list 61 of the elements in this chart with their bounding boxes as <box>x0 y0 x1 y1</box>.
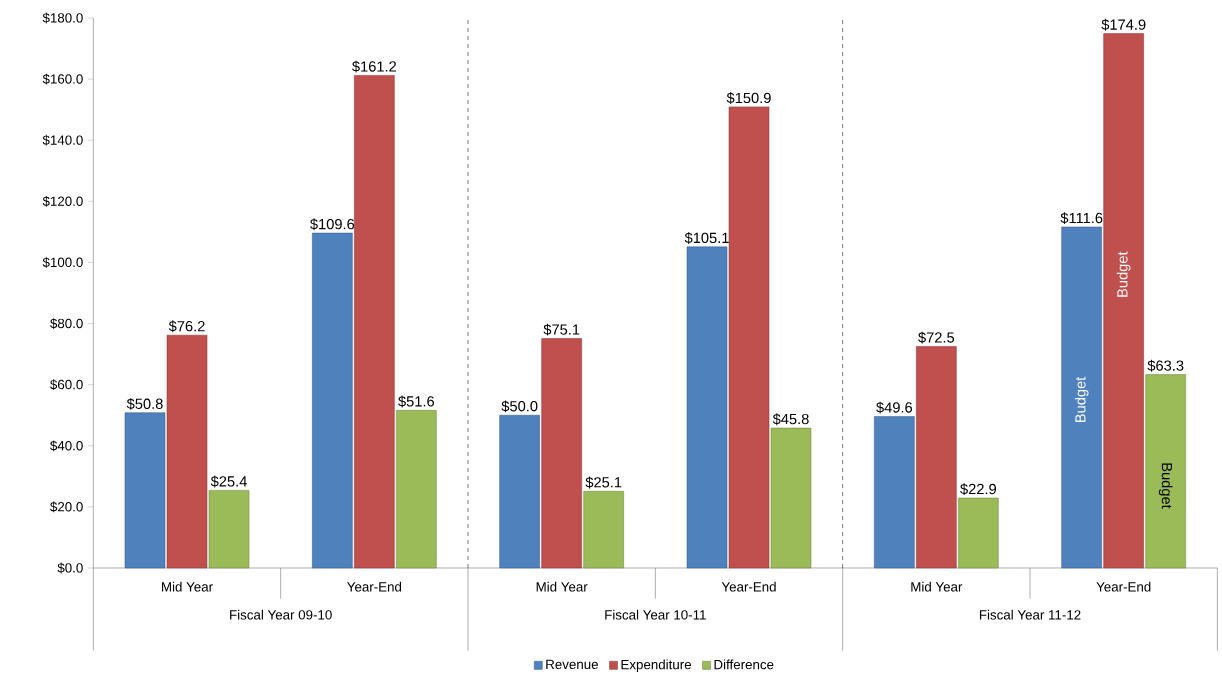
data-label: $111.6 <box>1060 212 1103 225</box>
annotation: Budget <box>1116 251 1131 297</box>
bar <box>1103 33 1144 569</box>
data-label: $63.3 <box>1147 359 1184 372</box>
y-tick-label: $100.0 <box>42 257 83 268</box>
text: Fiscal Year 09-10 <box>230 609 332 620</box>
data-label: $50.8 <box>126 397 163 410</box>
bar <box>1145 374 1186 569</box>
data-label: $109.6 <box>310 218 355 231</box>
bar <box>208 490 250 569</box>
y-tick-label: $80.0 <box>50 318 83 329</box>
bar <box>1061 226 1102 569</box>
x-tick-label: Mid Year <box>911 581 963 592</box>
bar <box>686 246 728 569</box>
text: Fiscal Year 11-12 <box>979 609 1081 620</box>
data-label: $50.0 <box>501 400 538 413</box>
data-label: $25.1 <box>585 476 622 489</box>
legend-label: Expenditure <box>621 659 691 672</box>
y-tick-label: $160.0 <box>42 73 83 85</box>
y-tick-label: $20.0 <box>50 501 83 513</box>
annotation: Budget <box>1074 376 1089 422</box>
data-label: $174.9 <box>1101 18 1146 31</box>
y-tick-label: $0.0 <box>57 562 83 574</box>
data-label: $76.2 <box>168 320 205 333</box>
bar <box>958 497 999 569</box>
x-tick-label: Mid Year <box>536 581 588 592</box>
data-label: $25.4 <box>210 475 247 488</box>
y-tick-label: $120.0 <box>42 195 83 207</box>
legend-label: Difference <box>714 659 774 670</box>
data-label: $75.1 <box>543 323 580 336</box>
annotation: Budget <box>1158 463 1173 509</box>
bar <box>770 427 812 569</box>
x-tick-label: Year-End <box>721 581 776 592</box>
bar <box>916 346 957 569</box>
y-tick-label: $60.0 <box>50 379 83 391</box>
bar <box>312 232 353 569</box>
data-label: $150.9 <box>726 92 771 104</box>
data-label: $51.6 <box>398 395 435 408</box>
data-label: $105.1 <box>684 232 729 244</box>
bar <box>583 491 624 569</box>
bar <box>166 334 208 569</box>
bar <box>541 338 582 569</box>
legend-label: Revenue <box>546 659 598 670</box>
x-tick-label: Year-End <box>347 581 402 592</box>
x-tick-label: Year-End <box>1096 581 1151 592</box>
data-label: $161.2 <box>352 60 397 73</box>
data-label: $22.9 <box>960 483 996 496</box>
y-tick-label: $180.0 <box>42 12 83 24</box>
y-tick-label: $140.0 <box>42 134 83 146</box>
data-label: $49.6 <box>876 401 913 414</box>
bar <box>728 106 770 569</box>
data-label: $72.5 <box>918 331 955 344</box>
bar <box>354 75 395 569</box>
bar <box>396 410 437 569</box>
text: Fiscal Year 10-11 <box>605 609 706 620</box>
y-tick-label: $40.0 <box>50 440 83 452</box>
bar <box>874 416 915 569</box>
bar <box>124 412 166 569</box>
data-label: $45.8 <box>772 413 809 426</box>
x-tick-label: Mid Year <box>162 581 213 592</box>
bar <box>499 414 540 569</box>
